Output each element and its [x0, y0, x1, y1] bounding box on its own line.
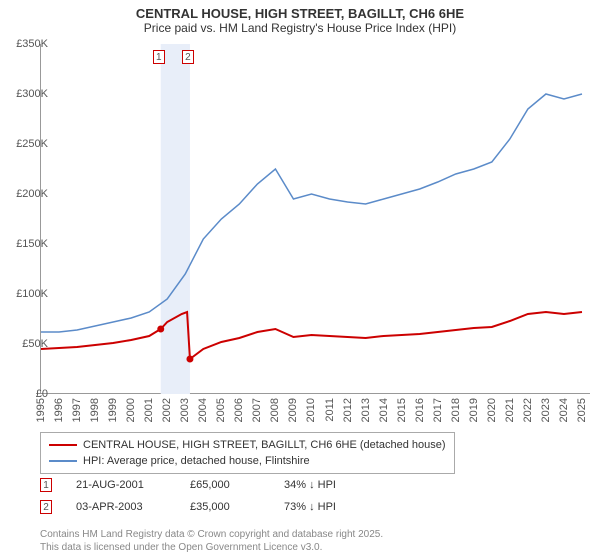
marker-label-box: 1	[153, 50, 165, 64]
x-tick-label: 2012	[342, 398, 354, 422]
annotation-diff: 73% ↓ HPI	[284, 501, 336, 513]
x-tick-label: 1995	[35, 398, 47, 422]
x-tick-label: 1996	[53, 398, 65, 422]
x-tick-label: 2003	[179, 398, 191, 422]
x-tick-label: 2006	[233, 398, 245, 422]
annotation-price: £35,000	[190, 501, 260, 513]
y-tick-label: £350K	[16, 38, 48, 50]
x-tick-label: 2023	[540, 398, 552, 422]
marker-label-box: 2	[182, 50, 194, 64]
x-tick-label: 2007	[251, 398, 263, 422]
legend-swatch	[49, 460, 77, 462]
x-tick-label: 2000	[125, 398, 137, 422]
y-tick-label: £100K	[16, 288, 48, 300]
x-tick-label: 2016	[414, 398, 426, 422]
annotation-diff: 34% ↓ HPI	[284, 479, 336, 491]
x-tick-label: 2018	[450, 398, 462, 422]
y-tick-label: £300K	[16, 88, 48, 100]
marker-dot	[157, 326, 164, 333]
legend-item: CENTRAL HOUSE, HIGH STREET, BAGILLT, CH6…	[49, 437, 446, 453]
x-tick-label: 2004	[197, 398, 209, 422]
annotation-row-1: 1 21-AUG-2001 £65,000 34% ↓ HPI	[40, 478, 336, 492]
x-tick-label: 2019	[468, 398, 480, 422]
footer-text: Contains HM Land Registry data © Crown c…	[40, 528, 383, 554]
x-tick-label: 2010	[305, 398, 317, 422]
x-tick-label: 1999	[107, 398, 119, 422]
annotation-date: 03-APR-2003	[76, 501, 166, 513]
x-tick-label: 1998	[89, 398, 101, 422]
y-tick-label: £50K	[22, 338, 48, 350]
x-tick-label: 2014	[378, 398, 390, 422]
series-line	[41, 312, 582, 359]
x-tick-label: 2001	[143, 398, 155, 422]
annotation-row-2: 2 03-APR-2003 £35,000 73% ↓ HPI	[40, 500, 336, 514]
x-tick-label: 2008	[269, 398, 281, 422]
chart-subtitle: Price paid vs. HM Land Registry's House …	[0, 21, 600, 39]
x-tick-label: 2020	[486, 398, 498, 422]
x-tick-label: 2024	[558, 398, 570, 422]
x-tick-label: 2009	[287, 398, 299, 422]
x-tick-label: 2022	[522, 398, 534, 422]
series-line	[41, 94, 582, 332]
chart-plot-area	[40, 44, 590, 394]
legend-label: CENTRAL HOUSE, HIGH STREET, BAGILLT, CH6…	[83, 439, 446, 451]
legend-item: HPI: Average price, detached house, Flin…	[49, 453, 446, 469]
x-tick-label: 2017	[432, 398, 444, 422]
marker-icon: 1	[40, 478, 52, 492]
legend-box: CENTRAL HOUSE, HIGH STREET, BAGILLT, CH6…	[40, 432, 455, 474]
footer-line-2: This data is licensed under the Open Gov…	[40, 541, 383, 554]
highlight-band	[161, 44, 190, 394]
x-tick-label: 2002	[161, 398, 173, 422]
x-tick-label: 2015	[396, 398, 408, 422]
chart-svg	[41, 44, 591, 394]
x-tick-label: 2005	[215, 398, 227, 422]
x-tick-label: 2013	[360, 398, 372, 422]
y-tick-label: £200K	[16, 188, 48, 200]
chart-title: CENTRAL HOUSE, HIGH STREET, BAGILLT, CH6…	[0, 0, 600, 21]
annotation-date: 21-AUG-2001	[76, 479, 166, 491]
legend-label: HPI: Average price, detached house, Flin…	[83, 455, 310, 467]
y-tick-label: £150K	[16, 238, 48, 250]
annotation-price: £65,000	[190, 479, 260, 491]
y-tick-label: £250K	[16, 138, 48, 150]
footer-line-1: Contains HM Land Registry data © Crown c…	[40, 528, 383, 541]
x-tick-label: 2021	[504, 398, 516, 422]
x-tick-label: 1997	[71, 398, 83, 422]
x-tick-label: 2025	[576, 398, 588, 422]
x-tick-label: 2011	[324, 398, 336, 422]
marker-dot	[186, 356, 193, 363]
legend-swatch	[49, 444, 77, 446]
marker-icon: 2	[40, 500, 52, 514]
